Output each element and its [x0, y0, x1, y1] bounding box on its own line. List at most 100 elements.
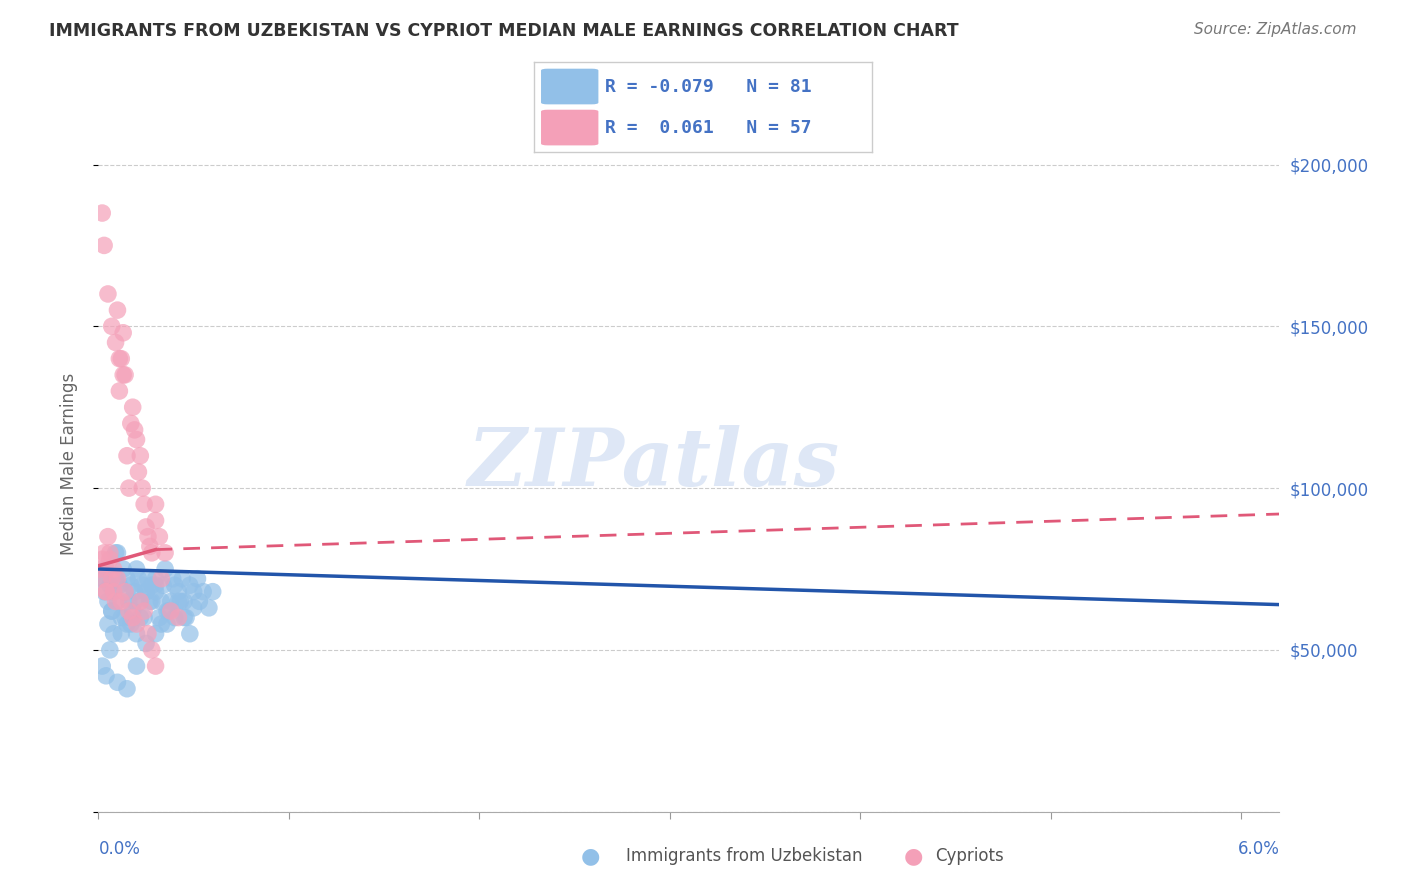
Point	[135, 584, 157, 599]
Point	[103, 562, 125, 576]
Point	[167, 610, 190, 624]
Point	[108, 351, 131, 366]
Point	[98, 643, 121, 657]
Point	[150, 594, 173, 608]
Point	[148, 610, 170, 624]
Point	[186, 572, 208, 586]
Point	[91, 206, 114, 220]
Point	[94, 562, 117, 576]
Point	[107, 546, 129, 560]
Point	[131, 481, 153, 495]
Point	[115, 681, 138, 696]
Point	[125, 562, 148, 576]
Point	[179, 626, 201, 640]
Point	[127, 465, 149, 479]
Point	[134, 610, 156, 624]
Text: ●: ●	[581, 847, 600, 866]
Text: 0.0%: 0.0%	[98, 839, 141, 857]
Point	[104, 572, 127, 586]
Point	[121, 604, 143, 618]
Point	[145, 659, 167, 673]
Point	[94, 584, 117, 599]
Point	[159, 604, 181, 618]
Point	[136, 626, 159, 640]
Point	[118, 481, 141, 495]
Point	[139, 540, 162, 554]
Point	[152, 578, 174, 592]
Point	[114, 368, 136, 382]
Point	[107, 594, 129, 608]
Point	[100, 604, 122, 618]
Point	[125, 659, 148, 673]
Point	[115, 449, 138, 463]
Point	[112, 326, 135, 340]
Text: IMMIGRANTS FROM UZBEKISTAN VS CYPRIOT MEDIAN MALE EARNINGS CORRELATION CHART: IMMIGRANTS FROM UZBEKISTAN VS CYPRIOT ME…	[49, 22, 959, 40]
Point	[103, 626, 125, 640]
Point	[173, 610, 195, 624]
Point	[125, 433, 148, 447]
Point	[100, 319, 122, 334]
FancyBboxPatch shape	[541, 69, 599, 104]
Text: Cypriots: Cypriots	[935, 847, 1004, 865]
Point	[167, 584, 190, 599]
Point	[134, 604, 156, 618]
Point	[91, 572, 114, 586]
Point	[97, 287, 120, 301]
Point	[115, 617, 138, 632]
Point	[136, 530, 159, 544]
Point	[156, 604, 179, 618]
Point	[121, 610, 143, 624]
Point	[97, 530, 120, 544]
Point	[108, 578, 131, 592]
Point	[98, 578, 121, 592]
Point	[124, 594, 146, 608]
Point	[167, 594, 190, 608]
Point	[141, 643, 163, 657]
Point	[193, 584, 215, 599]
Point	[129, 594, 152, 608]
Point	[141, 594, 163, 608]
Point	[145, 513, 167, 527]
Point	[173, 594, 195, 608]
Point	[103, 584, 125, 599]
Point	[179, 578, 201, 592]
FancyBboxPatch shape	[541, 110, 599, 145]
Point	[93, 546, 115, 560]
Point	[91, 572, 114, 586]
Point	[136, 572, 159, 586]
Point	[114, 584, 136, 599]
Point	[148, 530, 170, 544]
Point	[139, 594, 162, 608]
Point	[150, 617, 173, 632]
Point	[125, 626, 148, 640]
Point	[107, 572, 129, 586]
Point	[110, 351, 132, 366]
Point	[145, 626, 167, 640]
Point	[131, 578, 153, 592]
Point	[145, 572, 167, 586]
Point	[145, 584, 167, 599]
Point	[110, 626, 132, 640]
Point	[110, 594, 132, 608]
Point	[163, 578, 186, 592]
Point	[153, 562, 176, 576]
Point	[108, 384, 131, 398]
Point	[188, 594, 211, 608]
Text: ZIPatlas: ZIPatlas	[467, 425, 839, 502]
Point	[97, 594, 120, 608]
Point	[114, 584, 136, 599]
Point	[112, 562, 135, 576]
Text: ●: ●	[904, 847, 924, 866]
Point	[91, 659, 114, 673]
Point	[183, 600, 205, 615]
Point	[93, 584, 115, 599]
Point	[150, 572, 173, 586]
Point	[201, 584, 224, 599]
Point	[120, 417, 142, 431]
Point	[134, 497, 156, 511]
Point	[93, 238, 115, 252]
Point	[107, 675, 129, 690]
Point	[129, 594, 152, 608]
Point	[172, 572, 194, 586]
Point	[145, 578, 167, 592]
